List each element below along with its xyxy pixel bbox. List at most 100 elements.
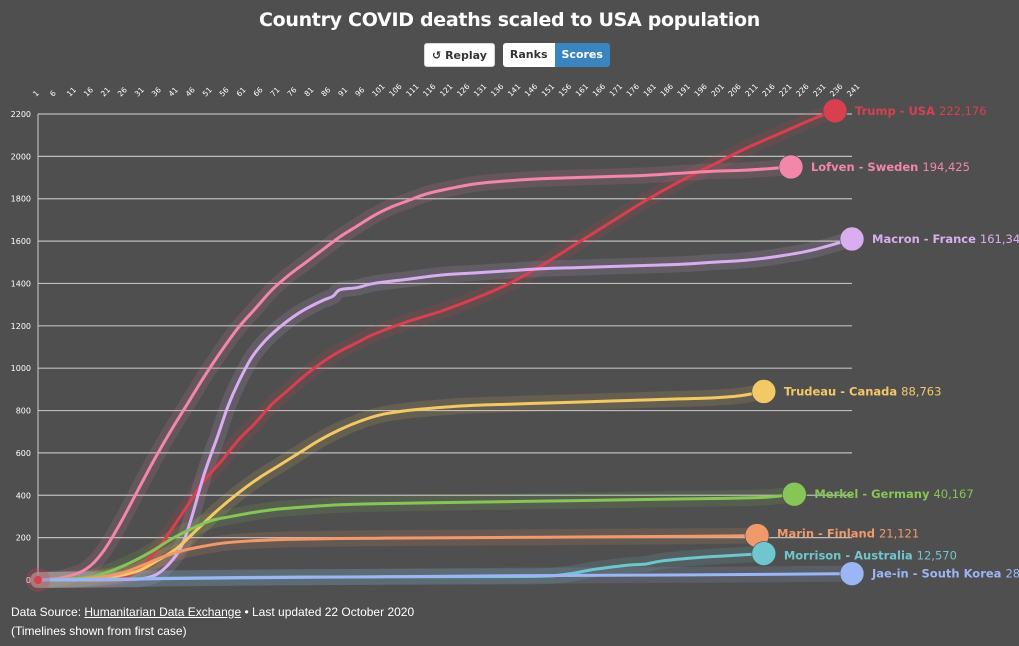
x-axis: 1 6 11 16 21 26 31 36 41 46 51 56 61 66 71 76 81 86 91 96 10… [31, 82, 862, 99]
updated-text: • Last updated 22 October 2020 [241, 605, 415, 619]
x-tick-label: 206 [726, 82, 743, 99]
y-tick-label: 200 [16, 534, 31, 543]
x-tick-label: 166 [591, 82, 608, 99]
x-tick-label: 121 [438, 82, 455, 99]
ranks-button[interactable]: Ranks [502, 43, 555, 67]
series-label: Trump - USA 222,176 [855, 104, 987, 118]
x-tick-label: 186 [659, 82, 676, 99]
x-tick-label: 226 [794, 82, 811, 99]
source-prefix: Data Source: [11, 605, 85, 619]
chart-controls: ↺ Replay Ranks Scores [424, 43, 610, 67]
series-label: Merkel - Germany 40,167 [814, 487, 973, 501]
y-tick-label: 1200 [11, 322, 31, 331]
x-tick-label: 171 [608, 82, 625, 99]
series-label-score: 88,763 [901, 384, 941, 398]
x-tick-label: 231 [811, 82, 828, 99]
x-tick-label: 66 [252, 85, 265, 98]
origin-marker [34, 576, 42, 584]
series-line [36, 165, 793, 582]
footer: Data Source: Humanitarian Data Exchange … [11, 603, 414, 641]
series-line [36, 492, 796, 582]
series-label-score: 40,167 [933, 487, 973, 501]
x-tick-label: 211 [743, 82, 760, 99]
x-tick-label: 236 [828, 82, 845, 99]
chart-title: Country COVID deaths scaled to USA popul… [258, 9, 761, 31]
x-tick-label: 106 [387, 82, 404, 99]
series-end-marker [751, 541, 777, 566]
series-line [36, 534, 759, 582]
y-tick-label: 1600 [11, 237, 31, 246]
x-tick-label: 56 [218, 85, 231, 98]
source-line: Data Source: Humanitarian Data Exchange … [11, 603, 414, 622]
series-label-score: 28 [1005, 567, 1019, 581]
series-label-score: 21,121 [879, 527, 919, 541]
x-tick-label: 156 [557, 82, 574, 99]
series-line [36, 237, 854, 582]
x-tick-label: 91 [336, 85, 349, 98]
series-end-marker [839, 561, 865, 586]
series-label-name: Morrison - Australia [784, 549, 917, 563]
series-end-marker [778, 154, 804, 180]
series-markers: Trump - USA 222,176 Lofven - Sweden 194,4… [26, 98, 1019, 592]
y-tick-label: 2000 [11, 152, 31, 161]
x-tick-label: 116 [421, 82, 438, 99]
series-line [36, 572, 854, 582]
series-label: Jae-in - South Korea 28 [871, 567, 1019, 581]
y-tick-label: 2200 [11, 110, 31, 119]
x-tick-label: 191 [675, 82, 692, 99]
series-label-name: Trudeau - Canada [784, 384, 901, 398]
x-tick-label: 16 [82, 85, 95, 98]
x-tick-label: 81 [302, 85, 315, 98]
series-label-name: Marin - Finland [777, 527, 879, 541]
replay-icon: ↺ [432, 49, 442, 62]
series-label-name: Macron - France [872, 232, 980, 246]
series-end-marker [751, 379, 777, 404]
x-tick-label: 146 [523, 82, 540, 99]
series-label: Macron - France 161,34 [872, 232, 1019, 246]
y-tick-label: 400 [16, 491, 31, 500]
x-tick-label: 61 [235, 85, 248, 98]
source-link[interactable]: Humanitarian Data Exchange [84, 605, 242, 619]
y-tick-label: 800 [16, 407, 31, 416]
series-lines [36, 109, 854, 582]
x-tick-label: 196 [692, 82, 709, 99]
x-tick-label: 76 [285, 85, 298, 98]
series-label-name: Lofven - Sweden [811, 160, 922, 174]
series-label: Marin - Finland 21,121 [777, 527, 919, 541]
series-label-name: Jae-in - South Korea [871, 567, 1005, 581]
x-tick-label: 136 [489, 82, 506, 99]
x-tick-label: 181 [642, 82, 659, 99]
series-label-score: 161,34 [980, 232, 1019, 246]
x-tick-label: 161 [574, 82, 591, 99]
x-tick-label: 111 [404, 82, 421, 99]
series-end-marker [822, 98, 848, 124]
footer-note: (Timelines shown from first case) [11, 624, 187, 638]
y-tick-label: 1000 [11, 364, 31, 373]
series-label: Morrison - Australia 12,570 [784, 549, 957, 563]
series-halos [30, 102, 860, 588]
replay-label: Replay [445, 49, 487, 62]
scores-button[interactable]: Scores [554, 43, 610, 67]
series-label-score: 222,176 [939, 104, 987, 118]
x-tick-label: 151 [540, 82, 557, 99]
series-label-score: 12,570 [917, 549, 957, 563]
y-tick-label: 1800 [11, 195, 31, 204]
x-tick-label: 36 [150, 85, 163, 98]
x-tick-label: 221 [777, 82, 794, 99]
x-tick-label: 141 [506, 82, 523, 99]
x-tick-label: 26 [116, 85, 129, 98]
series-label-name: Trump - USA [855, 104, 939, 118]
x-tick-label: 86 [319, 85, 332, 98]
series-line [36, 109, 837, 582]
x-tick-label: 241 [845, 82, 862, 99]
series-end-marker [839, 226, 865, 252]
y-tick-label: 1400 [11, 279, 31, 288]
x-tick-label: 1 [31, 89, 41, 99]
x-tick-label: 46 [184, 85, 197, 98]
x-tick-label: 71 [268, 85, 281, 98]
series-label: Lofven - Sweden 194,425 [811, 160, 970, 174]
series-halo [30, 158, 799, 588]
series-end-marker [782, 481, 807, 507]
replay-button[interactable]: ↺ Replay [424, 43, 495, 67]
x-tick-label: 51 [201, 85, 214, 98]
